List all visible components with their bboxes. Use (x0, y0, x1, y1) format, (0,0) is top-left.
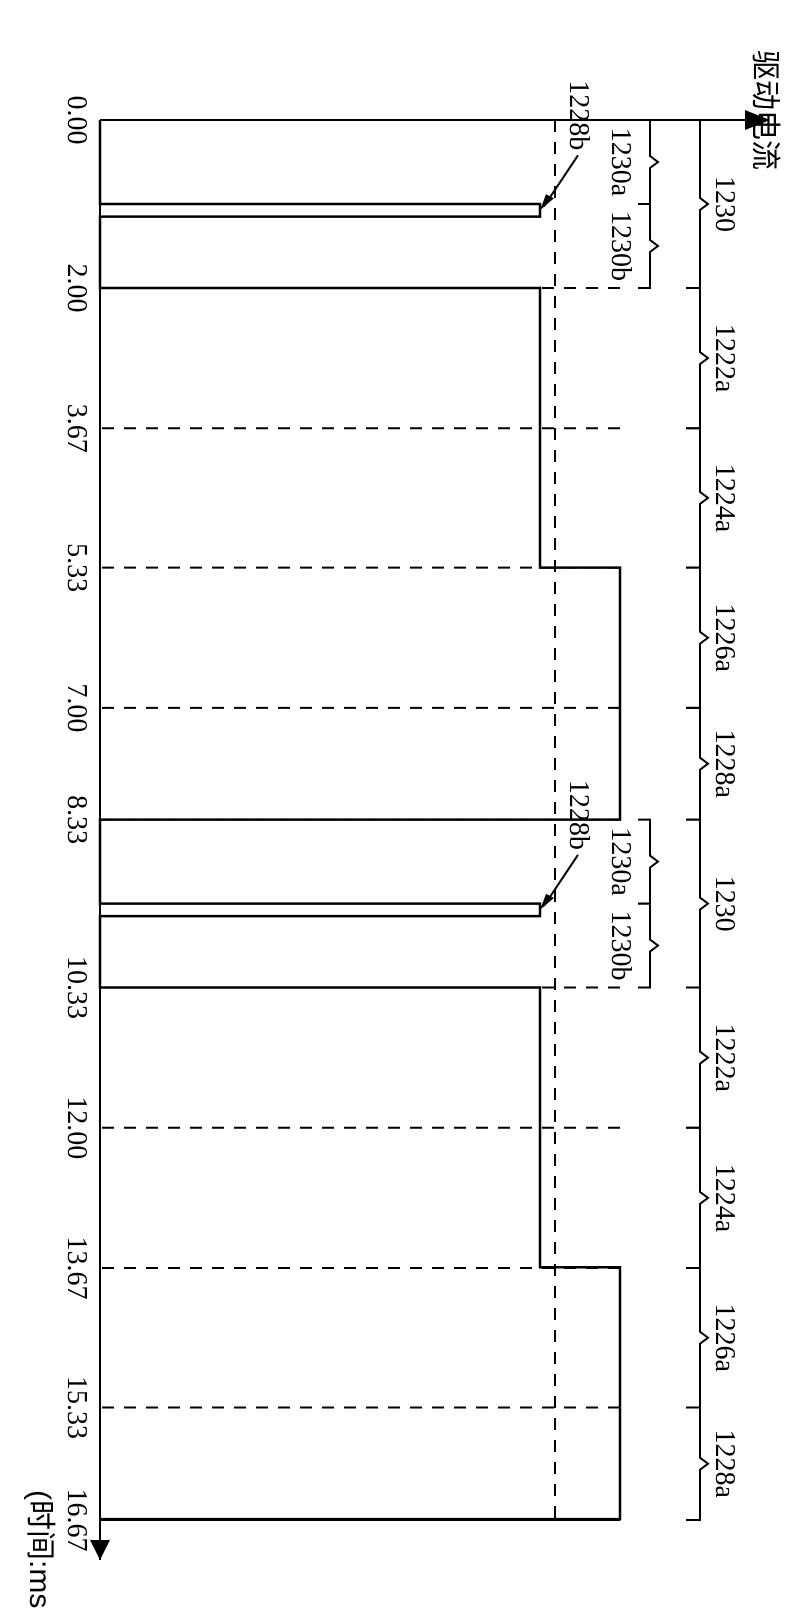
x-tick-label: 16.67 (61, 1489, 92, 1552)
segment-label: 1226a (709, 1304, 740, 1373)
segment-label: 1222a (709, 324, 740, 393)
segment-label: 1226a (709, 604, 740, 673)
x-tick-label: 5.33 (61, 543, 92, 592)
segment-label: 1230 (709, 176, 740, 232)
segment-label: 1224a (709, 1164, 740, 1233)
x-tick-label: 2.00 (61, 263, 92, 312)
drive-current-signal (100, 120, 620, 1519)
sub-segment-label: 1230b (605, 911, 636, 981)
timing-chart: 驱动电流 (时间:ms) 0.00 2.00 3.67 5.33 7.00 8.33 10.33… (0, 0, 800, 1608)
segment-label: 1228a (709, 1430, 740, 1499)
segment-label: 1228a (709, 730, 740, 799)
sub-segment-label: 1230a (605, 827, 636, 896)
x-tick-label: 10.33 (61, 956, 92, 1019)
x-tick-label: 13.67 (61, 1237, 92, 1300)
pulse-annotation: 1228b (563, 80, 594, 150)
x-tick-label: 12.00 (61, 1096, 92, 1159)
segment-label: 1230 (709, 876, 740, 932)
segment-label: 1222a (709, 1023, 740, 1092)
x-axis-label: (时间:ms) (23, 1490, 56, 1608)
y-axis-label: 驱动电流 (748, 50, 781, 170)
x-tick-label: 7.00 (61, 683, 92, 732)
x-tick-label: 15.33 (61, 1376, 92, 1439)
x-tick-label: 8.33 (61, 795, 92, 844)
segment-label: 1224a (709, 464, 740, 533)
pulse-annotation: 1228b (563, 780, 594, 850)
x-tick-label: 0.00 (61, 96, 92, 145)
sub-segment-label: 1230a (605, 128, 636, 197)
sub-segment-label: 1230b (605, 211, 636, 281)
x-tick-label: 3.67 (61, 404, 92, 453)
